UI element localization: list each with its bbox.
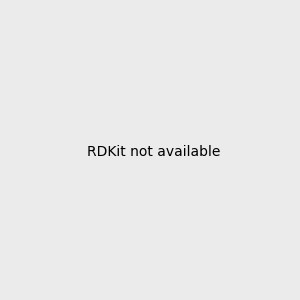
Text: RDKit not available: RDKit not available (87, 145, 220, 158)
